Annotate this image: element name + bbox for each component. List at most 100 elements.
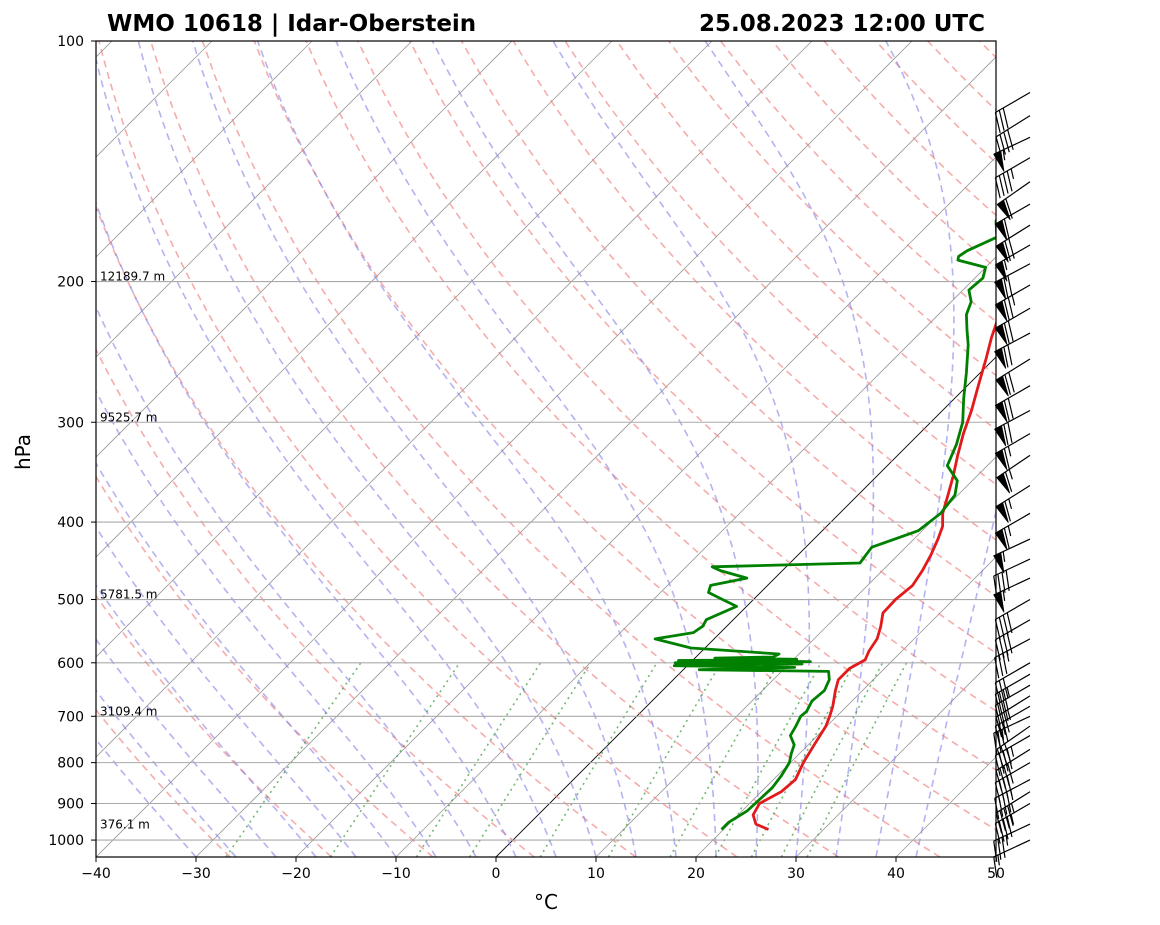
barb-full-feather — [993, 856, 998, 878]
x-axis-ticks: −40 −30 −20 −10 0 10 20 30 40 50 — [81, 857, 1005, 882]
barb-full-feather — [1001, 572, 1006, 593]
dry-adiabat — [823, 41, 996, 217]
barb-full-feather — [1003, 322, 1010, 344]
barb-full-feather — [1007, 129, 1014, 150]
barb-staff — [993, 558, 1031, 577]
mixing-ratio-line — [469, 662, 592, 857]
barb-full-feather — [1004, 240, 1011, 262]
dry-adiabat — [771, 41, 996, 270]
wind-barb — [993, 558, 1031, 597]
barb-staff — [995, 619, 1031, 641]
barb-full-feather — [995, 812, 1003, 834]
barb-staff — [994, 638, 1031, 659]
barb-staff — [996, 725, 1031, 750]
mixing-ratio-line — [780, 662, 884, 857]
barb-half-feather — [1002, 551, 1006, 562]
chart-title-station: WMO 10618 | Idar-Oberstein — [107, 11, 476, 37]
barb-full-feather — [1005, 570, 1010, 591]
dry-adiabat — [616, 41, 996, 431]
isotherm — [795, 656, 996, 857]
barb-half-feather — [1003, 259, 1008, 271]
barb-pennant — [994, 219, 1008, 241]
barb-full-feather — [994, 639, 1001, 661]
barb-full-feather — [994, 823, 1001, 844]
moist-adiabat — [704, 41, 875, 857]
barb-full-feather — [998, 175, 1005, 196]
barb-half-feather — [1005, 835, 1009, 846]
dry-adiabat — [1083, 41, 1160, 857]
barb-full-feather — [993, 733, 998, 754]
y-tick-label: 600 — [57, 656, 84, 672]
barb-full-feather — [1002, 721, 1009, 743]
barb-full-feather — [1003, 712, 1010, 733]
x-tick-label: −30 — [181, 866, 211, 882]
isobar-grid — [96, 41, 996, 841]
y-tick-label: 400 — [57, 515, 84, 531]
height-label: 376.1 m — [100, 817, 150, 831]
dry-adiabat — [98, 41, 738, 857]
barb-full-feather — [997, 838, 1002, 860]
moist-adiabat — [96, 389, 437, 857]
barb-full-feather — [1006, 170, 1013, 192]
height-labels: 12189.7 m 9525.7 m 5781.5 m 3109.4 m 376.1 m — [100, 270, 165, 832]
wind-barb — [996, 454, 1031, 494]
x-tick-label: 20 — [687, 866, 705, 882]
wind-barb — [994, 512, 1031, 550]
wind-barb — [995, 748, 1031, 791]
barb-full-feather — [1002, 173, 1009, 194]
barb-full-feather — [1006, 612, 1013, 634]
barb-full-feather — [1003, 424, 1009, 445]
barb-full-feather — [998, 691, 1005, 713]
barb-full-feather — [1005, 198, 1013, 219]
wind-barb — [994, 433, 1031, 471]
barb-pennant — [994, 260, 1008, 282]
x-tick-label: 10 — [587, 866, 605, 882]
barb-full-feather — [998, 617, 1005, 638]
barb-pennant — [994, 300, 1008, 322]
barb-full-feather — [994, 619, 1001, 640]
wind-barb — [994, 157, 1031, 199]
barb-pennant — [994, 401, 1008, 423]
barb-staff — [995, 599, 1031, 621]
barb-full-feather — [1002, 700, 1009, 722]
barb-full-feather — [1003, 131, 1010, 153]
isotherm — [195, 56, 996, 857]
moist-adiabat — [192, 41, 637, 857]
isotherm — [295, 156, 996, 857]
x-tick-label: −20 — [281, 866, 311, 882]
zero-isotherm — [495, 356, 996, 857]
y-axis-ticks: 100 200 300 400 500 600 700 800 900 1000 — [48, 34, 96, 849]
barb-full-feather — [999, 767, 1007, 789]
barb-half-feather — [1007, 709, 1011, 721]
dry-adiabat — [96, 475, 434, 857]
isotherm — [395, 256, 996, 857]
wind-barb — [994, 705, 1031, 747]
barb-half-feather — [1002, 590, 1006, 601]
barb-half-feather — [1008, 498, 1013, 510]
barb-full-feather — [1004, 501, 1011, 522]
y-tick-label: 200 — [57, 275, 84, 291]
barb-pennant — [995, 241, 1009, 263]
wind-barb — [994, 662, 1031, 704]
barb-staff — [995, 735, 1031, 757]
moist-adiabat — [256, 41, 677, 857]
barb-pennant — [996, 472, 1011, 494]
barb-pennant — [994, 425, 1007, 447]
barb-full-feather — [994, 694, 1001, 715]
dewpoint-profile — [653, 217, 996, 831]
mixing-ratio-line — [607, 662, 722, 857]
barb-full-feather — [1003, 299, 1010, 321]
barb-full-feather — [1007, 805, 1014, 827]
barb-full-feather — [999, 810, 1007, 831]
barb-pennant — [996, 199, 1011, 221]
dry-adiabat — [96, 594, 333, 857]
dry-adiabat — [564, 41, 996, 486]
barb-full-feather — [994, 726, 1001, 747]
moist-adiabat — [96, 638, 277, 857]
x-tick-label: −40 — [81, 866, 111, 882]
x-tick-label: −10 — [381, 866, 411, 882]
height-label: 12189.7 m — [100, 270, 165, 284]
barb-full-feather — [994, 755, 1001, 777]
x-axis-label: °C — [534, 890, 558, 914]
barb-pennant — [995, 375, 1009, 397]
